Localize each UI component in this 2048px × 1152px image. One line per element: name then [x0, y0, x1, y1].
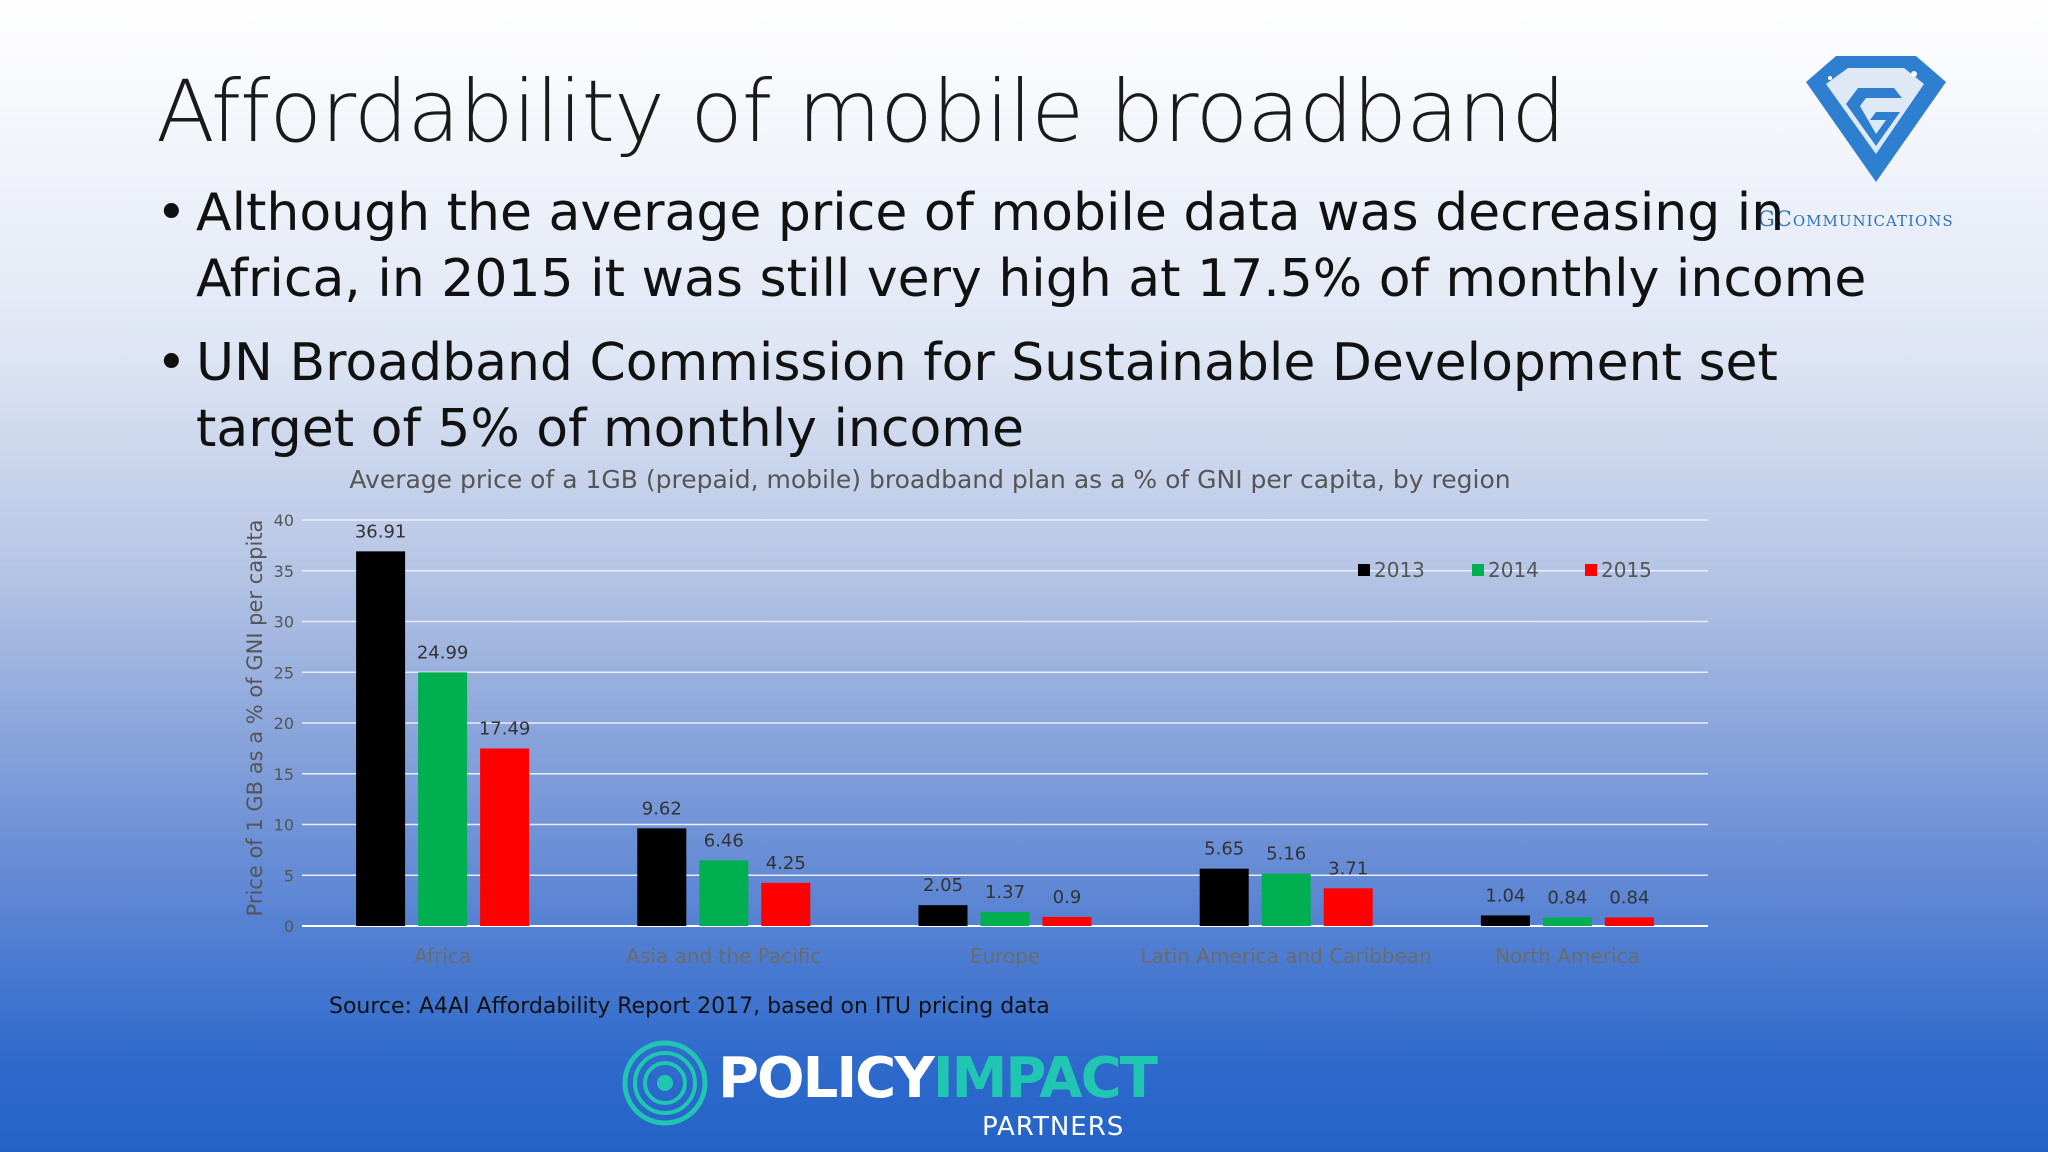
data-label: 1.37: [985, 882, 1025, 903]
bullet-marker: •: [156, 183, 187, 243]
policy-impact-partners-logo: POLICYIMPACT PARTNERS: [620, 1036, 1158, 1146]
bar-2014: [418, 672, 468, 926]
source-note: Source: A4AI Affordability Report 2017, …: [329, 994, 1050, 1019]
data-label: 3.71: [1328, 858, 1368, 879]
bar-2014: [1542, 917, 1592, 926]
bullet-item: • UN Broadband Commission for Sustainabl…: [156, 330, 1896, 462]
x-tick-label: North America: [1495, 944, 1640, 968]
y-axis-label: Price of 1 GB as a % of GNI per capita: [243, 520, 267, 917]
bar-2013: [1199, 868, 1249, 926]
policy-impact-wordmark: POLICYIMPACT: [718, 1046, 1158, 1111]
policy-word: POLICY: [718, 1046, 935, 1111]
bullet-marker: •: [156, 333, 187, 393]
data-label: 9.62: [642, 798, 682, 819]
legend-label: 2014: [1488, 558, 1539, 582]
data-label: 5.65: [1204, 839, 1244, 860]
data-label: 24.99: [417, 642, 469, 663]
data-label: 0.84: [1609, 887, 1649, 908]
bar-2015: [1323, 888, 1373, 926]
x-tick-label: Europe: [970, 944, 1040, 968]
bar-2015: [761, 882, 811, 926]
legend-swatch-2014: [1472, 564, 1484, 576]
x-tick-label: Latin America and Caribbean: [1141, 944, 1432, 968]
legend-swatch-2013: [1358, 564, 1370, 576]
bar-2013: [356, 551, 406, 926]
data-label: 6.46: [704, 830, 744, 851]
data-label: 1.04: [1485, 885, 1525, 906]
target-icon: [622, 1040, 708, 1126]
bar-2014: [699, 860, 749, 926]
data-label: 36.91: [355, 521, 407, 542]
bar-2013: [1480, 915, 1530, 926]
y-tick-label: 30: [274, 613, 294, 632]
bar-2015: [480, 748, 530, 926]
data-label: 5.16: [1266, 844, 1306, 865]
gcommunications-logo: [1806, 56, 1946, 182]
data-label: 4.25: [766, 853, 806, 874]
bullet-text: UN Broadband Commission for Sustainable …: [196, 333, 1778, 459]
slide-title: Affordability of mobile broadband: [156, 62, 1566, 162]
y-tick-label: 10: [274, 816, 294, 835]
y-tick-label: 15: [274, 765, 294, 784]
data-label: 2.05: [923, 875, 963, 896]
bar-2014: [1261, 873, 1311, 926]
bar-2013: [918, 905, 968, 926]
legend-label: 2013: [1374, 558, 1425, 582]
y-tick-label: 20: [274, 714, 294, 733]
y-tick-label: 0: [284, 917, 294, 936]
legend-swatch-2015: [1585, 564, 1597, 576]
bullet-item: • Although the average price of mobile d…: [156, 180, 1896, 312]
x-tick-label: Africa: [414, 944, 471, 968]
data-label: 17.49: [479, 718, 531, 739]
y-tick-label: 25: [274, 663, 294, 682]
chart-title: Average price of a 1GB (prepaid, mobile)…: [349, 465, 1510, 494]
bar-2013: [637, 828, 687, 926]
y-tick-label: 5: [284, 866, 294, 885]
bar-2015: [1042, 916, 1092, 926]
gcommunications-logo-text: GCommunications: [1758, 207, 1954, 231]
bar-2014: [980, 912, 1030, 926]
data-label: 0.9: [1053, 887, 1082, 908]
bullet-text: Although the average price of mobile dat…: [196, 183, 1867, 309]
legend-label: 2015: [1601, 558, 1652, 582]
bullet-list: • Although the average price of mobile d…: [156, 180, 1896, 480]
bar-2015: [1604, 917, 1654, 926]
y-tick-label: 35: [274, 562, 294, 581]
y-tick-label: 40: [274, 511, 294, 530]
impact-word: IMPACT: [932, 1046, 1158, 1111]
data-label: 0.84: [1547, 887, 1587, 908]
x-tick-label: Asia and the Pacific: [626, 944, 821, 968]
partners-word: PARTNERS: [982, 1112, 1125, 1142]
